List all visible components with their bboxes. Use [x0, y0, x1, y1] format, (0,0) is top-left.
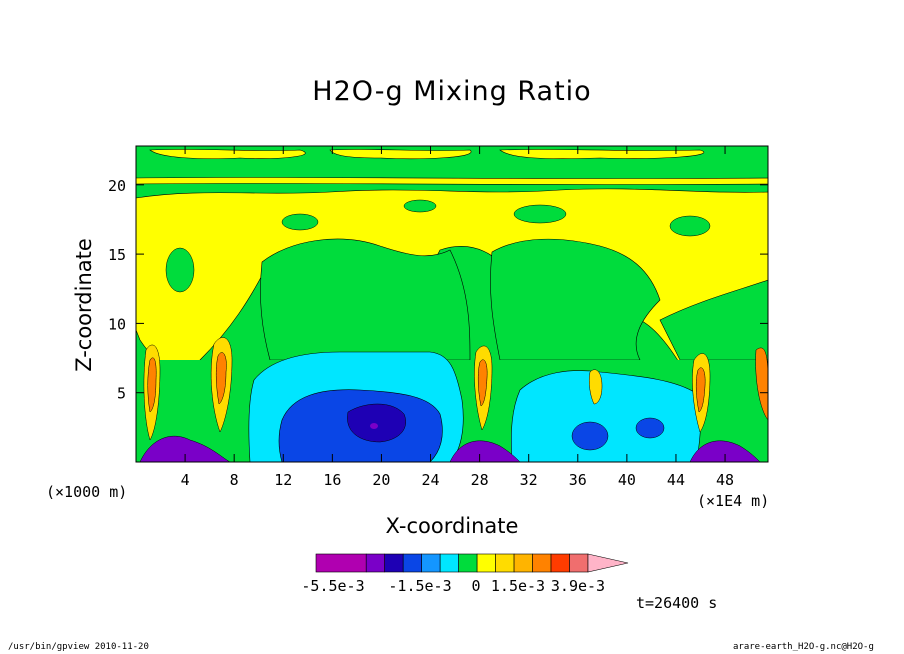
- colorbar-label: -1.5e-3: [388, 577, 451, 595]
- x-tick-label: 16: [323, 471, 341, 489]
- colorbar-segment: [458, 553, 478, 573]
- colorbar-segment: [384, 553, 404, 573]
- x-tick-label: 36: [569, 471, 587, 489]
- colorbar-segment: [439, 553, 459, 573]
- x-tick-label: 20: [372, 471, 390, 489]
- x-tick-label: 12: [274, 471, 292, 489]
- colorbar-segment: [513, 553, 533, 573]
- y-tick-label: 15: [108, 246, 126, 264]
- x-tick-label: 8: [230, 471, 239, 489]
- colorbar-label: -5.5e-3: [301, 577, 364, 595]
- plot-frame: [135, 145, 769, 463]
- colorbar-segment: [315, 553, 367, 573]
- y-axis: 5 10 15 20: [108, 177, 768, 403]
- colorbar: [315, 553, 629, 573]
- x-axis-label: X-coordinate: [385, 514, 519, 538]
- x-unit-label: (×1000 m): [46, 483, 128, 501]
- time-label: t=26400 s: [636, 594, 718, 612]
- colorbar-segment: [365, 553, 385, 573]
- colorbar-segment: [569, 553, 589, 573]
- x-tick-label: 48: [716, 471, 734, 489]
- y-tick-label: 10: [108, 315, 126, 333]
- y-tick-label: 5: [117, 385, 126, 403]
- x-tick-label: 28: [471, 471, 489, 489]
- footer-left: /usr/bin/gpview 2010-11-20: [8, 642, 149, 652]
- colorbar-segment: [402, 553, 422, 573]
- colorbar-label: 1.5e-3: [491, 577, 545, 595]
- x-scale-label: (×1E4 m): [697, 492, 770, 510]
- colorbar-arrow: [587, 553, 629, 573]
- colorbar-segment: [495, 553, 515, 573]
- x-tick-label: 32: [520, 471, 538, 489]
- x-tick-label: 4: [181, 471, 190, 489]
- colorbar-segment: [476, 553, 496, 573]
- y-tick-label: 20: [108, 177, 126, 195]
- colorbar-segment: [421, 553, 441, 573]
- x-tick-label: 40: [618, 471, 636, 489]
- chart-title: H2O-g Mixing Ratio: [312, 76, 592, 107]
- contour-field: [136, 146, 768, 462]
- colorbar-label: 0: [471, 577, 480, 595]
- colorbar-label: 3.9e-3: [551, 577, 605, 595]
- colorbar-segment: [532, 553, 552, 573]
- x-tick-label: 44: [667, 471, 685, 489]
- colorbar-labels: -5.5e-3 -1.5e-3 0 1.5e-3 3.9e-3: [301, 577, 605, 595]
- x-axis: 4 8 12 16 20 24 28 32 36 40 44 48: [181, 146, 734, 489]
- colorbar-segment: [550, 553, 570, 573]
- footer-right: arare-earth_H2O-g.nc@H2O-g: [733, 642, 874, 652]
- y-axis-label: Z-coordinate: [72, 238, 96, 372]
- x-tick-label: 24: [421, 471, 439, 489]
